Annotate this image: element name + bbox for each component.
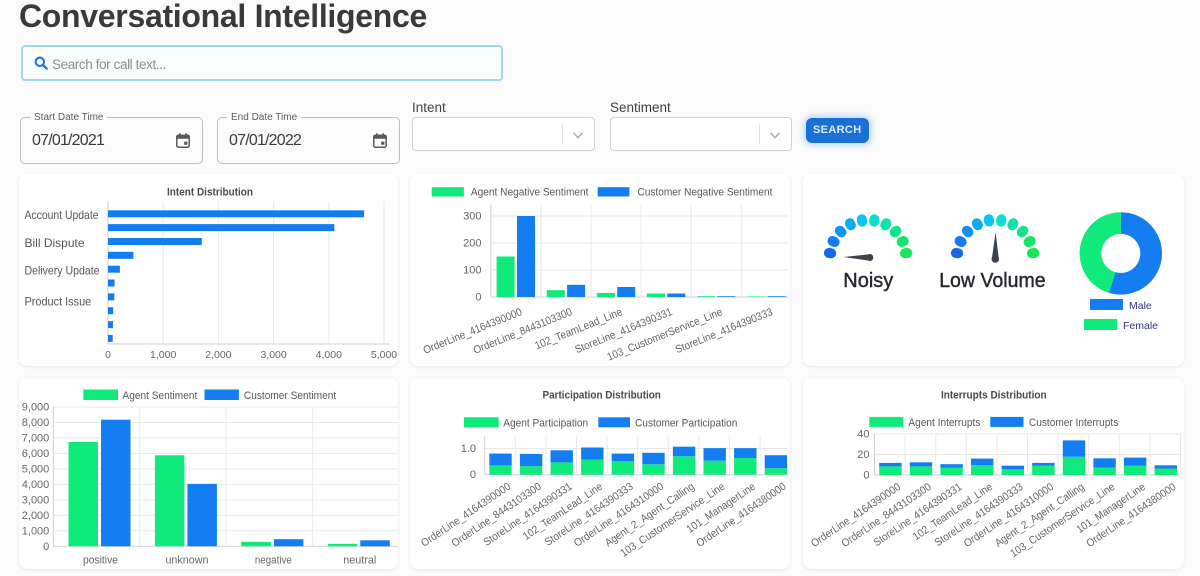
svg-text:neutral: neutral xyxy=(343,555,376,567)
svg-text:Intent Distribution: Intent Distribution xyxy=(167,187,253,199)
svg-text:Customer Interrupts: Customer Interrupts xyxy=(1029,417,1119,429)
svg-text:Low Volume: Low Volume xyxy=(939,270,1045,292)
svg-text:3,000: 3,000 xyxy=(22,494,50,506)
svg-text:0: 0 xyxy=(475,292,481,304)
svg-text:Interrupts Distribution: Interrupts Distribution xyxy=(941,390,1047,402)
svg-text:Agent Interrupts: Agent Interrupts xyxy=(908,417,980,429)
svg-text:0: 0 xyxy=(470,469,476,481)
svg-text:3,000: 3,000 xyxy=(260,349,286,361)
svg-text:5,000: 5,000 xyxy=(22,463,50,475)
svg-text:300: 300 xyxy=(463,211,481,223)
svg-text:Participation Distribution: Participation Distribution xyxy=(543,390,662,402)
svg-text:9,000: 9,000 xyxy=(22,401,50,413)
svg-text:200: 200 xyxy=(463,238,481,250)
svg-text:Product Issue: Product Issue xyxy=(25,294,92,308)
svg-text:0: 0 xyxy=(43,541,49,553)
svg-text:unknown: unknown xyxy=(165,555,208,567)
svg-text:positive: positive xyxy=(83,555,118,567)
svg-text:Agent Participation: Agent Participation xyxy=(503,417,588,429)
svg-text:100: 100 xyxy=(463,265,481,277)
svg-text:7,000: 7,000 xyxy=(22,432,50,444)
svg-text:6,000: 6,000 xyxy=(22,448,50,460)
svg-text:40: 40 xyxy=(857,429,869,441)
svg-text:2,000: 2,000 xyxy=(22,510,50,522)
svg-text:0: 0 xyxy=(105,349,111,361)
svg-text:Customer Sentiment: Customer Sentiment xyxy=(244,390,336,402)
svg-text:Male: Male xyxy=(1129,300,1152,312)
svg-text:Customer Participation: Customer Participation xyxy=(635,417,737,429)
svg-text:5,000: 5,000 xyxy=(371,349,397,361)
svg-text:4,000: 4,000 xyxy=(316,349,342,361)
svg-text:2,000: 2,000 xyxy=(205,349,231,361)
svg-text:Delivery Update: Delivery Update xyxy=(25,263,100,277)
svg-text:1,000: 1,000 xyxy=(150,349,176,361)
svg-text:Female: Female xyxy=(1123,320,1158,332)
svg-text:Agent Sentiment: Agent Sentiment xyxy=(123,390,198,402)
svg-text:0: 0 xyxy=(863,470,869,482)
svg-text:1,000: 1,000 xyxy=(22,525,50,537)
svg-text:Agent Negative Sentiment: Agent Negative Sentiment xyxy=(471,187,589,199)
svg-text:Account Update: Account Update xyxy=(25,208,99,222)
svg-text:8,000: 8,000 xyxy=(22,417,50,429)
svg-text:negative: negative xyxy=(255,555,292,567)
svg-text:20: 20 xyxy=(857,449,869,461)
svg-text:Customer Negative Sentiment: Customer Negative Sentiment xyxy=(637,187,772,199)
svg-text:Noisy: Noisy xyxy=(843,270,893,292)
svg-text:Bill Dispute: Bill Dispute xyxy=(25,236,85,250)
svg-text:4,000: 4,000 xyxy=(22,479,50,491)
svg-text:1.0: 1.0 xyxy=(461,443,476,455)
